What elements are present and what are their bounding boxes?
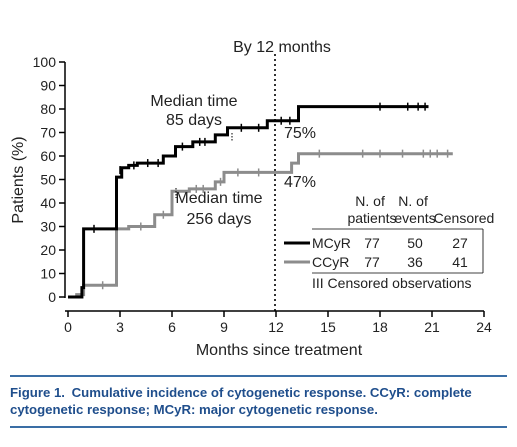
- legend-patients-mcyr: 77: [364, 235, 380, 251]
- x-tick-label-18: 18: [372, 319, 388, 335]
- legend: N. of patients N. of events Censored MCy…: [284, 193, 494, 291]
- x-tick-label-6: 6: [168, 319, 176, 335]
- median-annotations: Median time 85 days Median time 256 days: [150, 93, 262, 228]
- legend-patients-ccyr: 77: [364, 254, 380, 270]
- legend-name-mcyr: MCyR: [312, 235, 351, 251]
- reference-line-label: By 12 months: [233, 39, 331, 56]
- x-tick-label-15: 15: [320, 319, 336, 335]
- series-line-mcyr: [68, 105, 429, 299]
- caption-bottom-rule: [10, 426, 507, 428]
- legend-header-patients: N. of patients: [347, 193, 396, 226]
- y-tick-label-50: 50: [40, 172, 56, 188]
- y-axis-label: Patients (%): [10, 136, 27, 223]
- mcyr-end-label: 75%: [284, 125, 316, 142]
- legend-events-ccyr: 36: [407, 254, 423, 270]
- y-tick-label-0: 0: [48, 289, 56, 305]
- y-tick-label-100: 100: [33, 54, 57, 70]
- x-tick-label-12: 12: [268, 319, 284, 335]
- y-ticks: 0 10 20 30 40 50 60 70 80 90 100: [33, 54, 65, 305]
- y-tick-label-70: 70: [40, 125, 56, 141]
- x-ticks: 0 3 6 9 12 15 18 21 24: [64, 311, 492, 335]
- mcyr-median-line1: Median time: [150, 93, 237, 110]
- x-tick-label-24: 24: [476, 319, 492, 335]
- figure-caption: Figure 1. Cumulative incidence of cytoge…: [10, 375, 507, 428]
- legend-row-mcyr: MCyR 77 50 27: [284, 235, 468, 251]
- ccyr-median-line2: 256 days: [187, 211, 252, 228]
- legend-header-events: N. of events: [394, 193, 435, 226]
- y-tick-label-60: 60: [40, 148, 56, 164]
- ccyr-median-annotation: Median time 256 days: [175, 188, 263, 228]
- x-tick-label-9: 9: [220, 319, 228, 335]
- y-tick-label-10: 10: [40, 266, 56, 282]
- series-layer: [68, 102, 453, 299]
- x-tick-label-21: 21: [424, 319, 440, 335]
- ccyr-end-label: 47%: [284, 174, 316, 191]
- legend-events-mcyr: 50: [407, 235, 423, 251]
- legend-name-ccyr: CCyR: [312, 254, 349, 270]
- x-axis-label: Months since treatment: [196, 342, 363, 359]
- y-tick-label-20: 20: [40, 242, 56, 258]
- caption-body: Cumulative incidence of cytogenetic resp…: [10, 385, 472, 417]
- y-tick-label-90: 90: [40, 78, 56, 94]
- series-mcyr: [68, 102, 429, 299]
- mcyr-median-annotation: Median time 85 days: [150, 93, 238, 142]
- y-tick-label-80: 80: [40, 101, 56, 117]
- legend-censored-mcyr: 27: [452, 235, 468, 251]
- series-end-labels: 75% 47%: [284, 125, 316, 191]
- legend-header-censored: Censored: [434, 210, 495, 226]
- reference-line-12-months: By 12 months: [233, 39, 331, 311]
- legend-censored-note: III Censored observations: [312, 275, 472, 291]
- mcyr-median-line2: 85 days: [166, 112, 222, 129]
- x-tick-label-3: 3: [116, 319, 124, 335]
- x-tick-label-0: 0: [64, 319, 72, 335]
- y-tick-label-30: 30: [40, 219, 56, 235]
- y-tick-label-40: 40: [40, 195, 56, 211]
- caption-top-rule: [10, 375, 507, 377]
- legend-censored-ccyr: 41: [452, 254, 468, 270]
- legend-row-ccyr: CCyR 77 36 41: [284, 254, 468, 270]
- caption-text-block: Figure 1. Cumulative incidence of cytoge…: [10, 384, 507, 418]
- caption-figure-label: Figure 1.: [10, 385, 65, 400]
- ccyr-median-line1: Median time: [175, 190, 262, 207]
